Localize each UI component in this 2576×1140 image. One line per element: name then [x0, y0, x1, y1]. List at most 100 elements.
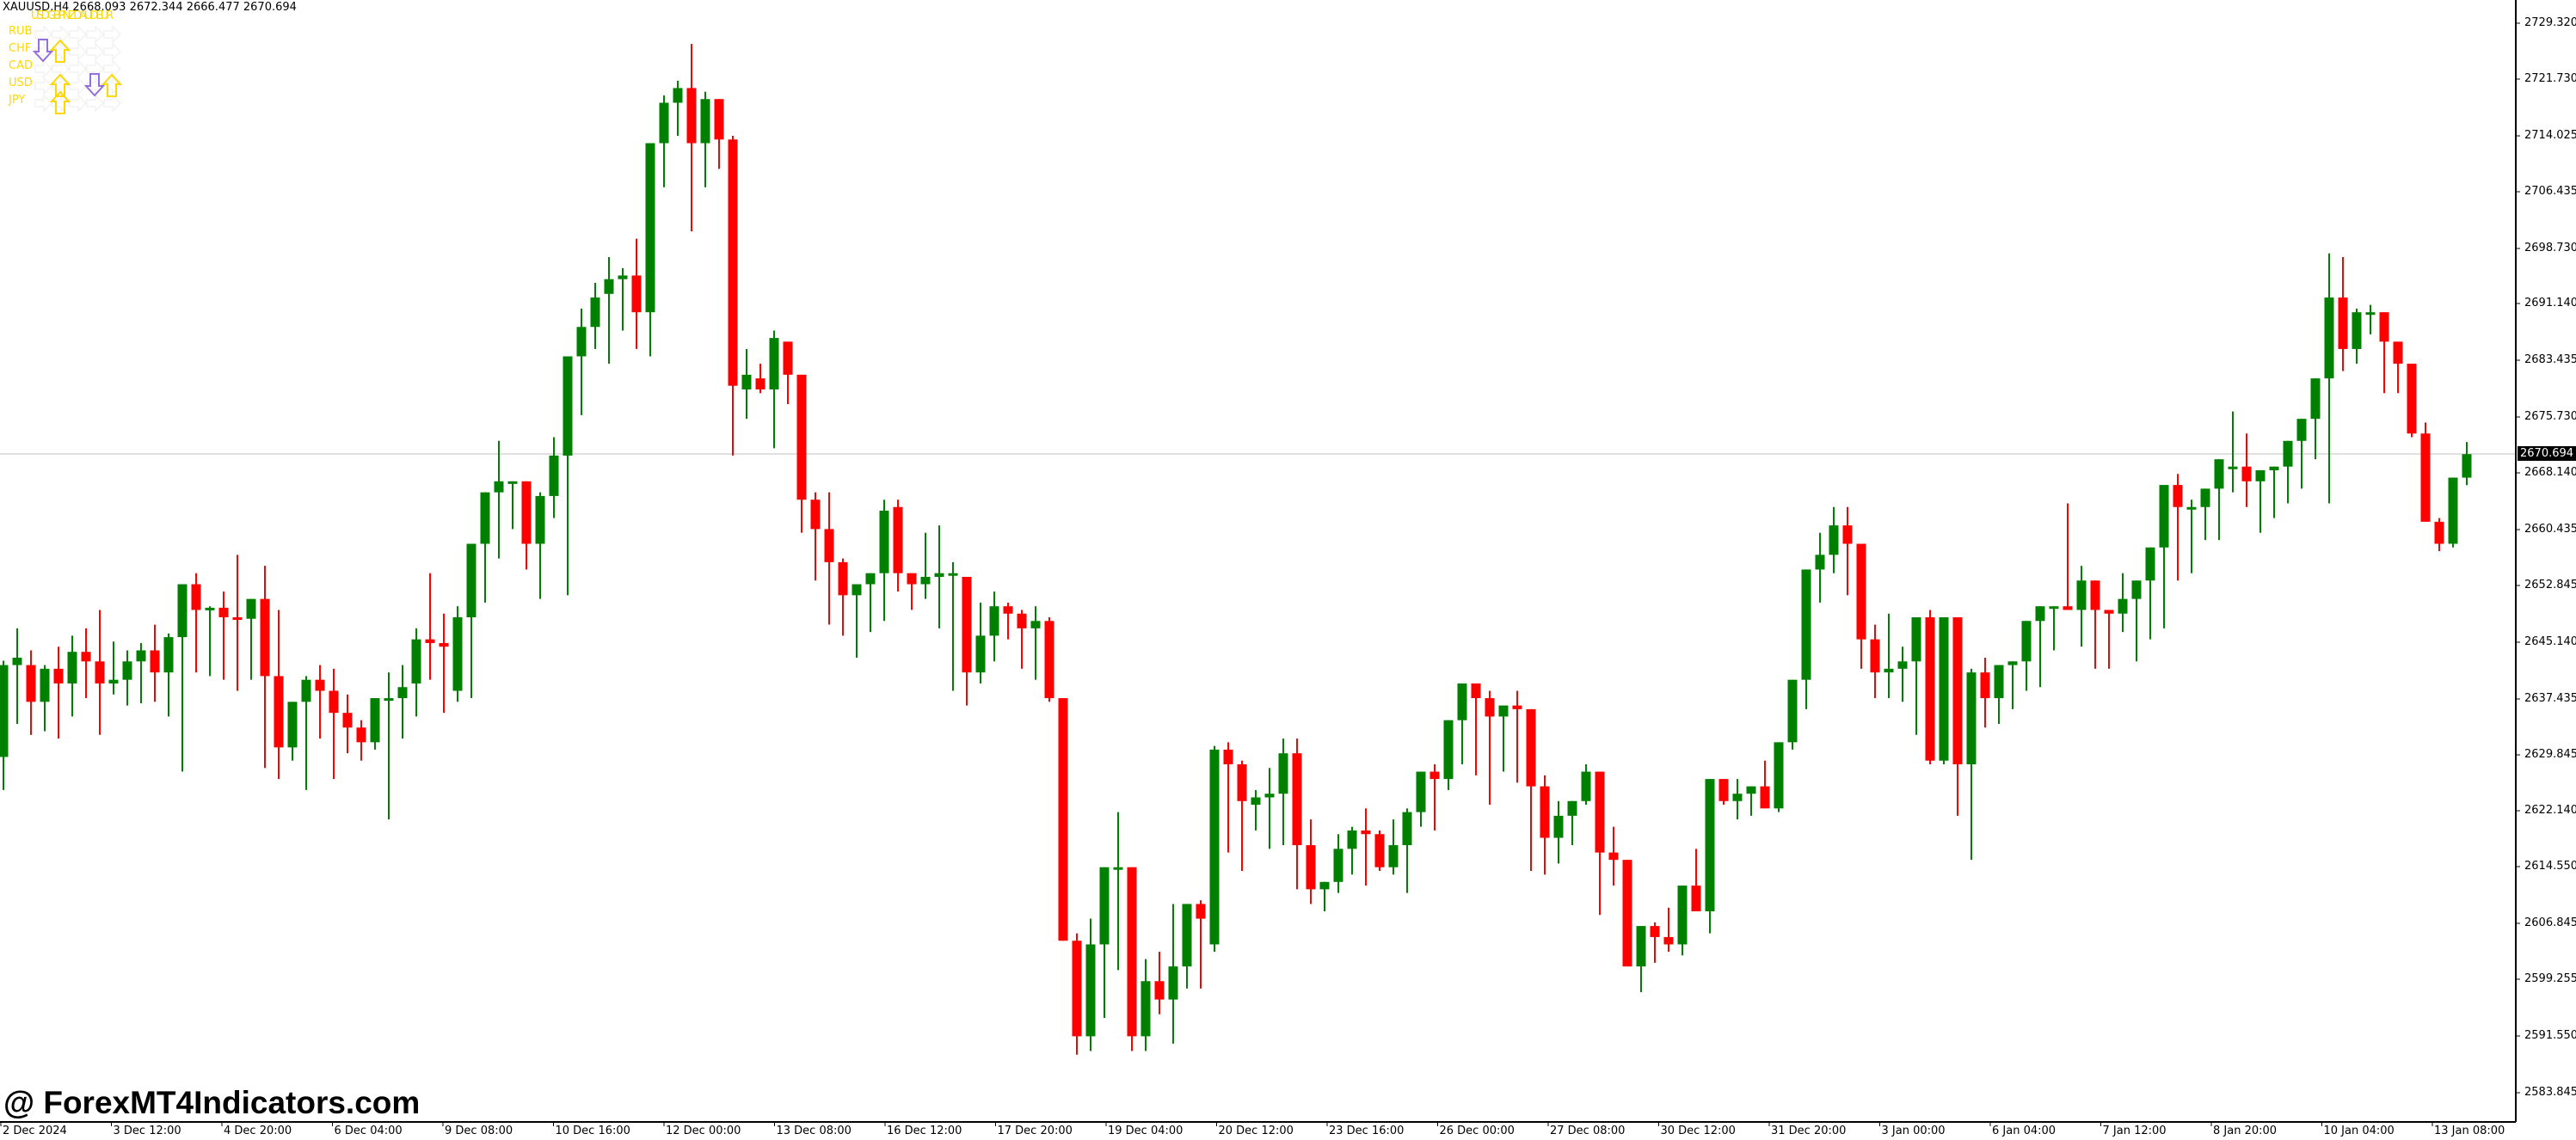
bull-candle[interactable]: [1636, 926, 1646, 993]
bull-candle[interactable]: [1251, 789, 1261, 830]
bull-candle[interactable]: [1911, 617, 1921, 735]
bull-candle[interactable]: [2049, 606, 2059, 651]
bull-candle[interactable]: [1732, 779, 1743, 820]
bull-candle[interactable]: [480, 492, 490, 603]
bull-candle[interactable]: [1030, 606, 1041, 680]
bear-candle[interactable]: [783, 341, 793, 405]
bull-candle[interactable]: [384, 672, 394, 820]
bear-candle[interactable]: [2338, 257, 2348, 371]
bull-candle[interactable]: [2118, 573, 2128, 633]
bull-candle[interactable]: [1884, 613, 1894, 699]
bull-candle[interactable]: [989, 591, 999, 662]
bull-candle[interactable]: [494, 440, 504, 559]
bull-candle[interactable]: [2269, 466, 2279, 518]
bull-candle[interactable]: [1897, 647, 1908, 702]
bear-candle[interactable]: [274, 610, 284, 780]
bull-candle[interactable]: [2228, 411, 2238, 493]
bull-candle[interactable]: [1347, 826, 1357, 875]
bear-candle[interactable]: [1650, 922, 1660, 963]
bull-candle[interactable]: [12, 628, 22, 724]
bull-candle[interactable]: [466, 543, 476, 699]
bear-candle[interactable]: [356, 720, 366, 761]
bear-candle[interactable]: [907, 573, 917, 610]
bull-candle[interactable]: [1705, 779, 1715, 934]
bear-candle[interactable]: [2090, 580, 2100, 669]
bull-candle[interactable]: [1168, 904, 1178, 1044]
bull-candle[interactable]: [700, 91, 710, 187]
bull-candle[interactable]: [1829, 506, 1839, 573]
bear-candle[interactable]: [1622, 860, 1632, 967]
bull-candle[interactable]: [659, 95, 669, 187]
bear-candle[interactable]: [2104, 610, 2114, 669]
bull-candle[interactable]: [2131, 580, 2142, 662]
bull-candle[interactable]: [948, 561, 958, 691]
bull-candle[interactable]: [1939, 617, 1949, 765]
bull-candle[interactable]: [673, 80, 683, 136]
bear-candle[interactable]: [95, 610, 105, 735]
bear-candle[interactable]: [1691, 849, 1701, 912]
bull-candle[interactable]: [67, 635, 77, 717]
bear-candle[interactable]: [1361, 808, 1371, 886]
bull-candle[interactable]: [2352, 308, 2362, 365]
bull-candle[interactable]: [1815, 532, 1825, 603]
bull-candle[interactable]: [2462, 442, 2472, 486]
bull-candle[interactable]: [2145, 547, 2155, 640]
bull-candle[interactable]: [2324, 253, 2334, 504]
bull-candle[interactable]: [590, 282, 600, 349]
bear-candle[interactable]: [810, 492, 821, 581]
bear-candle[interactable]: [53, 647, 64, 739]
bear-candle[interactable]: [342, 694, 353, 754]
bear-candle[interactable]: [1292, 739, 1302, 890]
bear-candle[interactable]: [1058, 698, 1068, 941]
bear-candle[interactable]: [2241, 433, 2252, 507]
bull-candle[interactable]: [1278, 739, 1288, 846]
bull-candle[interactable]: [563, 356, 573, 596]
bull-candle[interactable]: [1801, 569, 1811, 709]
bear-candle[interactable]: [1017, 610, 1027, 669]
bear-candle[interactable]: [1870, 624, 1880, 699]
bull-candle[interactable]: [452, 606, 463, 702]
bear-candle[interactable]: [686, 44, 697, 232]
bull-candle[interactable]: [177, 584, 188, 772]
bull-candle[interactable]: [2021, 621, 2032, 691]
bear-candle[interactable]: [1003, 602, 1013, 640]
bull-candle[interactable]: [2310, 378, 2321, 460]
bull-candle[interactable]: [1581, 764, 1591, 806]
bull-candle[interactable]: [40, 665, 50, 732]
bull-candle[interactable]: [370, 698, 380, 750]
bull-candle[interactable]: [851, 584, 862, 659]
bull-candle[interactable]: [1182, 904, 1192, 989]
bull-candle[interactable]: [2159, 485, 2169, 628]
bull-candle[interactable]: [1787, 679, 1798, 750]
bear-candle[interactable]: [2420, 422, 2431, 522]
bear-candle[interactable]: [714, 99, 724, 169]
bear-candle[interactable]: [1471, 683, 1481, 775]
bull-candle[interactable]: [1567, 800, 1577, 846]
bear-candle[interactable]: [1374, 830, 1385, 871]
bull-candle[interactable]: [136, 642, 146, 704]
bull-candle[interactable]: [1264, 768, 1275, 849]
bull-candle[interactable]: [549, 437, 559, 518]
bear-candle[interactable]: [1526, 708, 1536, 871]
bull-candle[interactable]: [507, 481, 518, 530]
bear-candle[interactable]: [1608, 826, 1619, 886]
bull-candle[interactable]: [1966, 668, 1977, 861]
bull-candle[interactable]: [618, 267, 628, 331]
bear-candle[interactable]: [1127, 867, 1137, 1051]
bull-candle[interactable]: [1085, 918, 1096, 1051]
bear-candle[interactable]: [1540, 775, 1550, 875]
bull-candle[interactable]: [2283, 440, 2293, 504]
bear-candle[interactable]: [962, 576, 972, 706]
bear-candle[interactable]: [2434, 518, 2444, 552]
bear-candle[interactable]: [329, 668, 339, 780]
bull-candle[interactable]: [2035, 606, 2045, 688]
bull-candle[interactable]: [1498, 705, 1509, 772]
bear-candle[interactable]: [1718, 779, 1729, 806]
bull-candle[interactable]: [2255, 470, 2266, 533]
bear-candle[interactable]: [2393, 341, 2403, 394]
bear-candle[interactable]: [631, 238, 642, 349]
bull-candle[interactable]: [1994, 665, 2004, 724]
bull-candle[interactable]: [2076, 566, 2087, 647]
bull-candle[interactable]: [205, 606, 215, 677]
